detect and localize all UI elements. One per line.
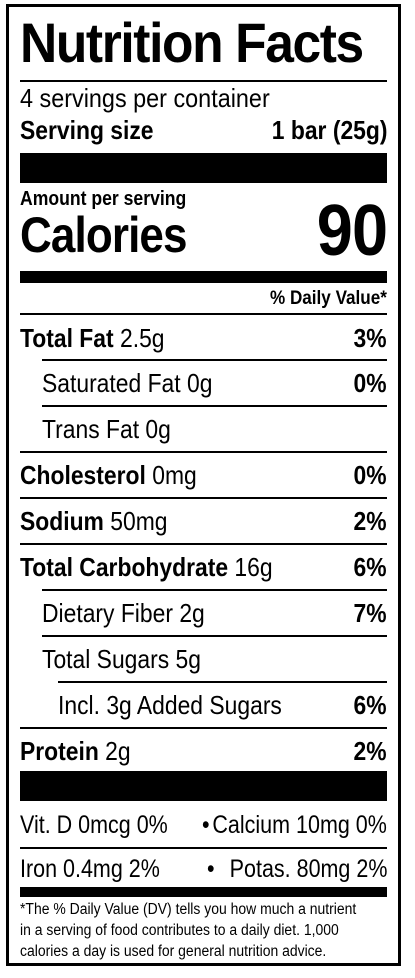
- nutrition-label: Nutrition Facts 4 servings per container…: [6, 4, 401, 966]
- divider: [42, 405, 387, 407]
- divider: [58, 681, 387, 683]
- thick-divider: [20, 887, 387, 897]
- nutrient-amount: 2.5g: [113, 323, 165, 353]
- iron: Iron 0.4mg 2%: [20, 855, 160, 883]
- nutrient-amount: 2g: [98, 736, 131, 766]
- thick-divider: [20, 771, 387, 801]
- nutrient-amount: Incl. 3g Added Sugars: [58, 690, 282, 720]
- nutrient-name: Cholesterol: [20, 460, 146, 490]
- nutrient-row-total-carbohydrate: Total Carbohydrate 16g 6%: [20, 546, 387, 588]
- nutrient-row-sodium: Sodium 50mg 2%: [20, 500, 387, 542]
- nutrient-dv: 6%: [353, 552, 387, 582]
- nutrient-dv: 2%: [353, 506, 387, 536]
- nutrient-name: Sodium: [20, 506, 104, 536]
- nutrient-amount: Dietary Fiber 2g: [42, 598, 205, 628]
- footnote-line: *The % Daily Value (DV) tells you how mu…: [20, 901, 357, 918]
- nutrient-amount: Saturated Fat 0g: [42, 368, 213, 398]
- divider: [20, 451, 387, 453]
- nutrient-row-added-sugars: Incl. 3g Added Sugars 6%: [20, 684, 387, 726]
- nutrient-row-cholesterol: Cholesterol 0mg 0%: [20, 454, 387, 496]
- label-content: Nutrition Facts 4 servings per container…: [20, 7, 388, 963]
- calories-value: 90: [316, 191, 388, 271]
- divider: [42, 589, 387, 591]
- divider: [20, 80, 387, 82]
- servings-per-container: 4 servings per container: [20, 83, 270, 113]
- nutrient-row-dietary-fiber: Dietary Fiber 2g 7%: [20, 592, 387, 634]
- serving-size-label: Serving size: [20, 115, 154, 145]
- nutrient-dv: 2%: [353, 736, 387, 766]
- amount-per-serving: Amount per serving: [20, 188, 187, 210]
- divider: [20, 497, 387, 499]
- nutrient-row-total-fat: Total Fat 2.5g 3%: [20, 317, 387, 359]
- separator-dot: •: [207, 855, 215, 883]
- nutrient-name: Protein: [20, 736, 99, 766]
- divider: [20, 727, 387, 729]
- vitamins-row-1: Vit. D 0mcg 0% • Calcium 10mg 0%: [20, 803, 387, 847]
- nutrient-row-saturated-fat: Saturated Fat 0g 0%: [20, 362, 387, 404]
- divider: [42, 359, 387, 361]
- nutrient-row-total-sugars: Total Sugars 5g: [20, 638, 387, 680]
- divider: [20, 543, 387, 545]
- separator-dot: •: [202, 811, 210, 839]
- serving-size-value: 1 bar (25g): [271, 115, 387, 145]
- nutrient-dv: 0%: [353, 460, 387, 490]
- divider: [42, 635, 387, 637]
- calories-label: Calories: [20, 207, 187, 263]
- nutrient-name: Total Carbohydrate: [20, 552, 229, 582]
- footnote: *The % Daily Value (DV) tells you how mu…: [20, 899, 387, 962]
- calcium: Calcium 10mg 0%: [212, 811, 387, 839]
- nutrient-row-trans-fat: Trans Fat 0g: [20, 408, 387, 450]
- thick-divider: [20, 271, 387, 283]
- divider: [20, 847, 387, 849]
- thick-divider: [20, 153, 387, 183]
- vitamins-row-2: Iron 0.4mg 2% • Potas. 80mg 2%: [20, 847, 387, 891]
- vitamin-d: Vit. D 0mcg 0%: [20, 811, 168, 839]
- serving-size-row: Serving size 1 bar (25g): [20, 115, 387, 145]
- nutrient-amount: Trans Fat 0g: [42, 414, 171, 444]
- nutrient-dv: 7%: [353, 598, 387, 628]
- label-title: Nutrition Facts: [20, 11, 364, 74]
- divider: [20, 313, 387, 315]
- nutrient-dv: 6%: [353, 690, 387, 720]
- nutrient-name: Total Fat: [20, 323, 114, 353]
- daily-value-header: % Daily Value*: [270, 288, 387, 309]
- footnote-line: in a serving of food contributes to a da…: [20, 922, 339, 939]
- nutrient-dv: 3%: [353, 323, 387, 353]
- nutrient-amount: 50mg: [103, 506, 168, 536]
- footnote-line: calories a day is used for general nutri…: [20, 943, 327, 960]
- nutrient-row-protein: Protein 2g 2%: [20, 730, 387, 772]
- nutrient-amount: 0mg: [145, 460, 197, 490]
- nutrient-dv: 0%: [353, 368, 387, 398]
- potassium: Potas. 80mg 2%: [229, 855, 387, 883]
- nutrient-amount: 16g: [228, 552, 273, 582]
- nutrient-amount: Total Sugars 5g: [42, 644, 201, 674]
